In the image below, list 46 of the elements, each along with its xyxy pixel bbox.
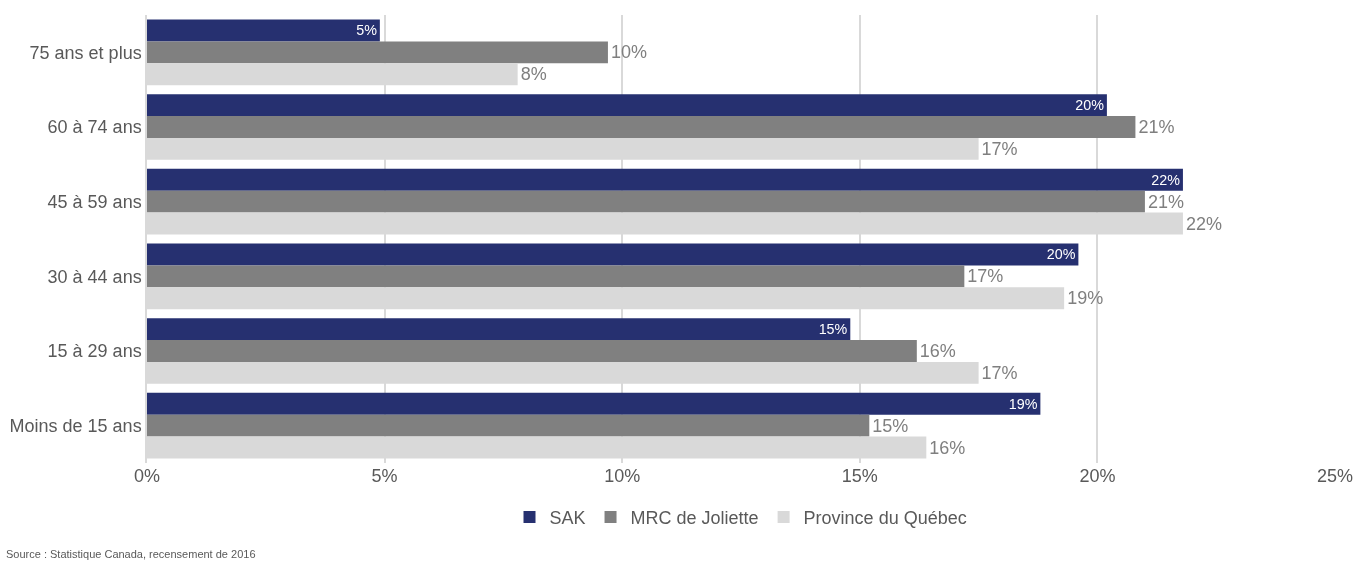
bar [147, 190, 1145, 213]
data-label: 17% [981, 362, 1018, 383]
data-label: 17% [981, 138, 1018, 159]
x-tick-label: 5% [371, 466, 398, 486]
x-tick-label: 15% [841, 466, 878, 486]
source-note: Source : Statistique Canada, recensement de 2016 [6, 548, 256, 560]
data-label: 19% [1067, 288, 1104, 309]
data-label: 15% [818, 320, 848, 337]
y-tick-label: Moins de 15 ans [9, 415, 142, 436]
data-label: 22% [1185, 213, 1222, 234]
data-label: 16% [929, 437, 966, 458]
bar [147, 94, 1107, 117]
x-tick-label: 0% [133, 466, 161, 486]
legend-label: SAK [549, 508, 586, 529]
y-tick-label: 75 ans et plus [29, 42, 142, 63]
data-label: 15% [872, 415, 909, 436]
y-tick-label: 15 à 29 ans [47, 341, 142, 362]
bar [147, 116, 1136, 138]
bar [147, 265, 965, 288]
y-tick-label: 30 à 44 ans [47, 266, 142, 287]
data-label: 17% [967, 266, 1004, 287]
data-label: 5% [356, 22, 378, 39]
data-label: 21% [1147, 191, 1184, 212]
y-tick-label: 45 à 59 ans [47, 191, 142, 212]
bar [147, 19, 380, 42]
data-label: 19% [1008, 395, 1038, 412]
x-tick-label: 20% [1079, 466, 1116, 486]
x-tick-label: 10% [604, 466, 641, 486]
bar [147, 340, 917, 362]
data-label: 20% [1075, 96, 1105, 113]
legend-label: Province du Québec [803, 508, 967, 529]
data-label: 10% [610, 42, 647, 63]
x-tick-label: 25% [1316, 466, 1354, 486]
bar [147, 168, 1183, 191]
bar [147, 392, 1041, 415]
legend-label: MRC de Joliette [630, 508, 759, 529]
data-label: 21% [1138, 117, 1175, 137]
bar [147, 41, 608, 64]
data-label: 16% [919, 341, 956, 361]
data-label: 22% [1151, 171, 1181, 188]
data-label: 20% [1046, 246, 1076, 263]
data-label: 8% [520, 64, 547, 85]
bar [147, 414, 870, 437]
y-tick-label: 60 à 74 ans [47, 117, 142, 138]
bar [147, 318, 851, 341]
bar [147, 243, 1079, 266]
